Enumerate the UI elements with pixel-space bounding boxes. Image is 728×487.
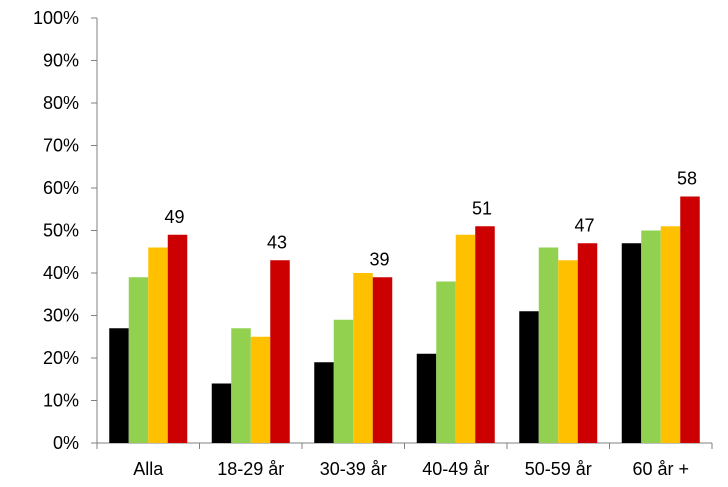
x-category-label: 18-29 år [217,459,284,479]
bars [109,196,700,443]
bar [455,234,476,443]
bar [148,247,168,443]
bar [353,273,373,443]
bar [621,243,642,443]
y-tick-label: 90% [43,51,79,71]
data-label: 43 [267,232,287,252]
bar [314,362,334,443]
labels: 49 Alla 43 18-29 år 39 30-39 år 51 40-49 år 47 50… [133,169,697,480]
bar [660,226,681,443]
bar [577,243,598,443]
y-tick-label: 10% [43,391,79,411]
x-category-label: 50-59 år [525,459,592,479]
bar [250,336,271,443]
bar [211,383,232,443]
y-tick-label: 40% [43,263,79,283]
x-category-label: 30-39 år [320,459,387,479]
bar [231,328,251,443]
y-tick-label: 50% [43,221,79,241]
x-category-label: 40-49 år [422,459,489,479]
bar [558,260,578,443]
bar [475,226,495,443]
y-tick-label: 20% [43,348,79,368]
bar [538,247,559,443]
bar [333,319,354,443]
bar [519,311,539,443]
bar [167,234,188,443]
y-tick-label: 70% [43,136,79,156]
bar [416,353,437,443]
data-label: 51 [472,198,492,218]
data-label: 39 [369,249,389,269]
data-label: 47 [574,215,594,235]
bar [436,281,456,443]
y-tick-label: 60% [43,178,79,198]
bar [372,277,393,443]
axes: 0% 10% 20% 30% 40% 50% 60% 70% 80% 90% 100% [33,8,713,453]
x-category-label: 60 år + [632,459,689,479]
bar [270,260,290,443]
y-tick-label: 80% [43,93,79,113]
bar [109,328,129,443]
bar [128,277,149,443]
data-label: 58 [677,169,697,189]
y-tick-label: 30% [43,306,79,326]
bar [641,230,661,443]
y-tick-label: 0% [53,433,79,453]
data-label: 49 [164,207,184,227]
y-tick-label: 100% [33,8,79,28]
x-category-label: Alla [133,459,164,479]
bar [680,196,700,443]
